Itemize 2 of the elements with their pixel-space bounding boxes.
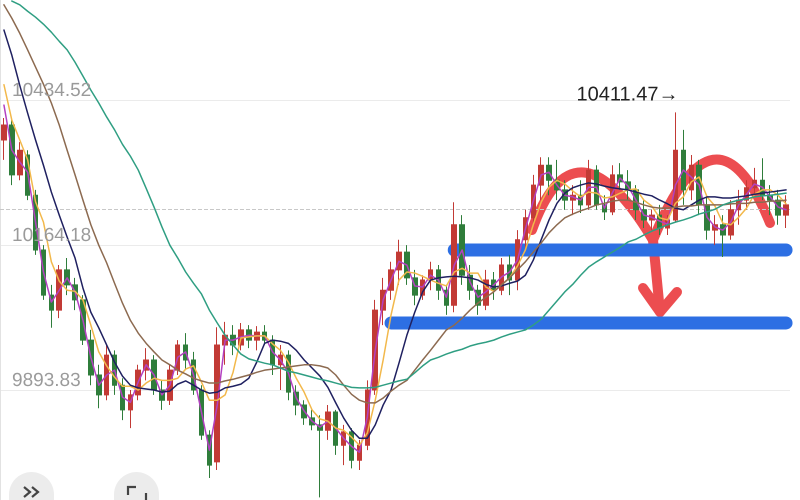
- annotation: 10411.47→: [576, 83, 678, 106]
- y-tick-label: 9893.83: [12, 370, 81, 392]
